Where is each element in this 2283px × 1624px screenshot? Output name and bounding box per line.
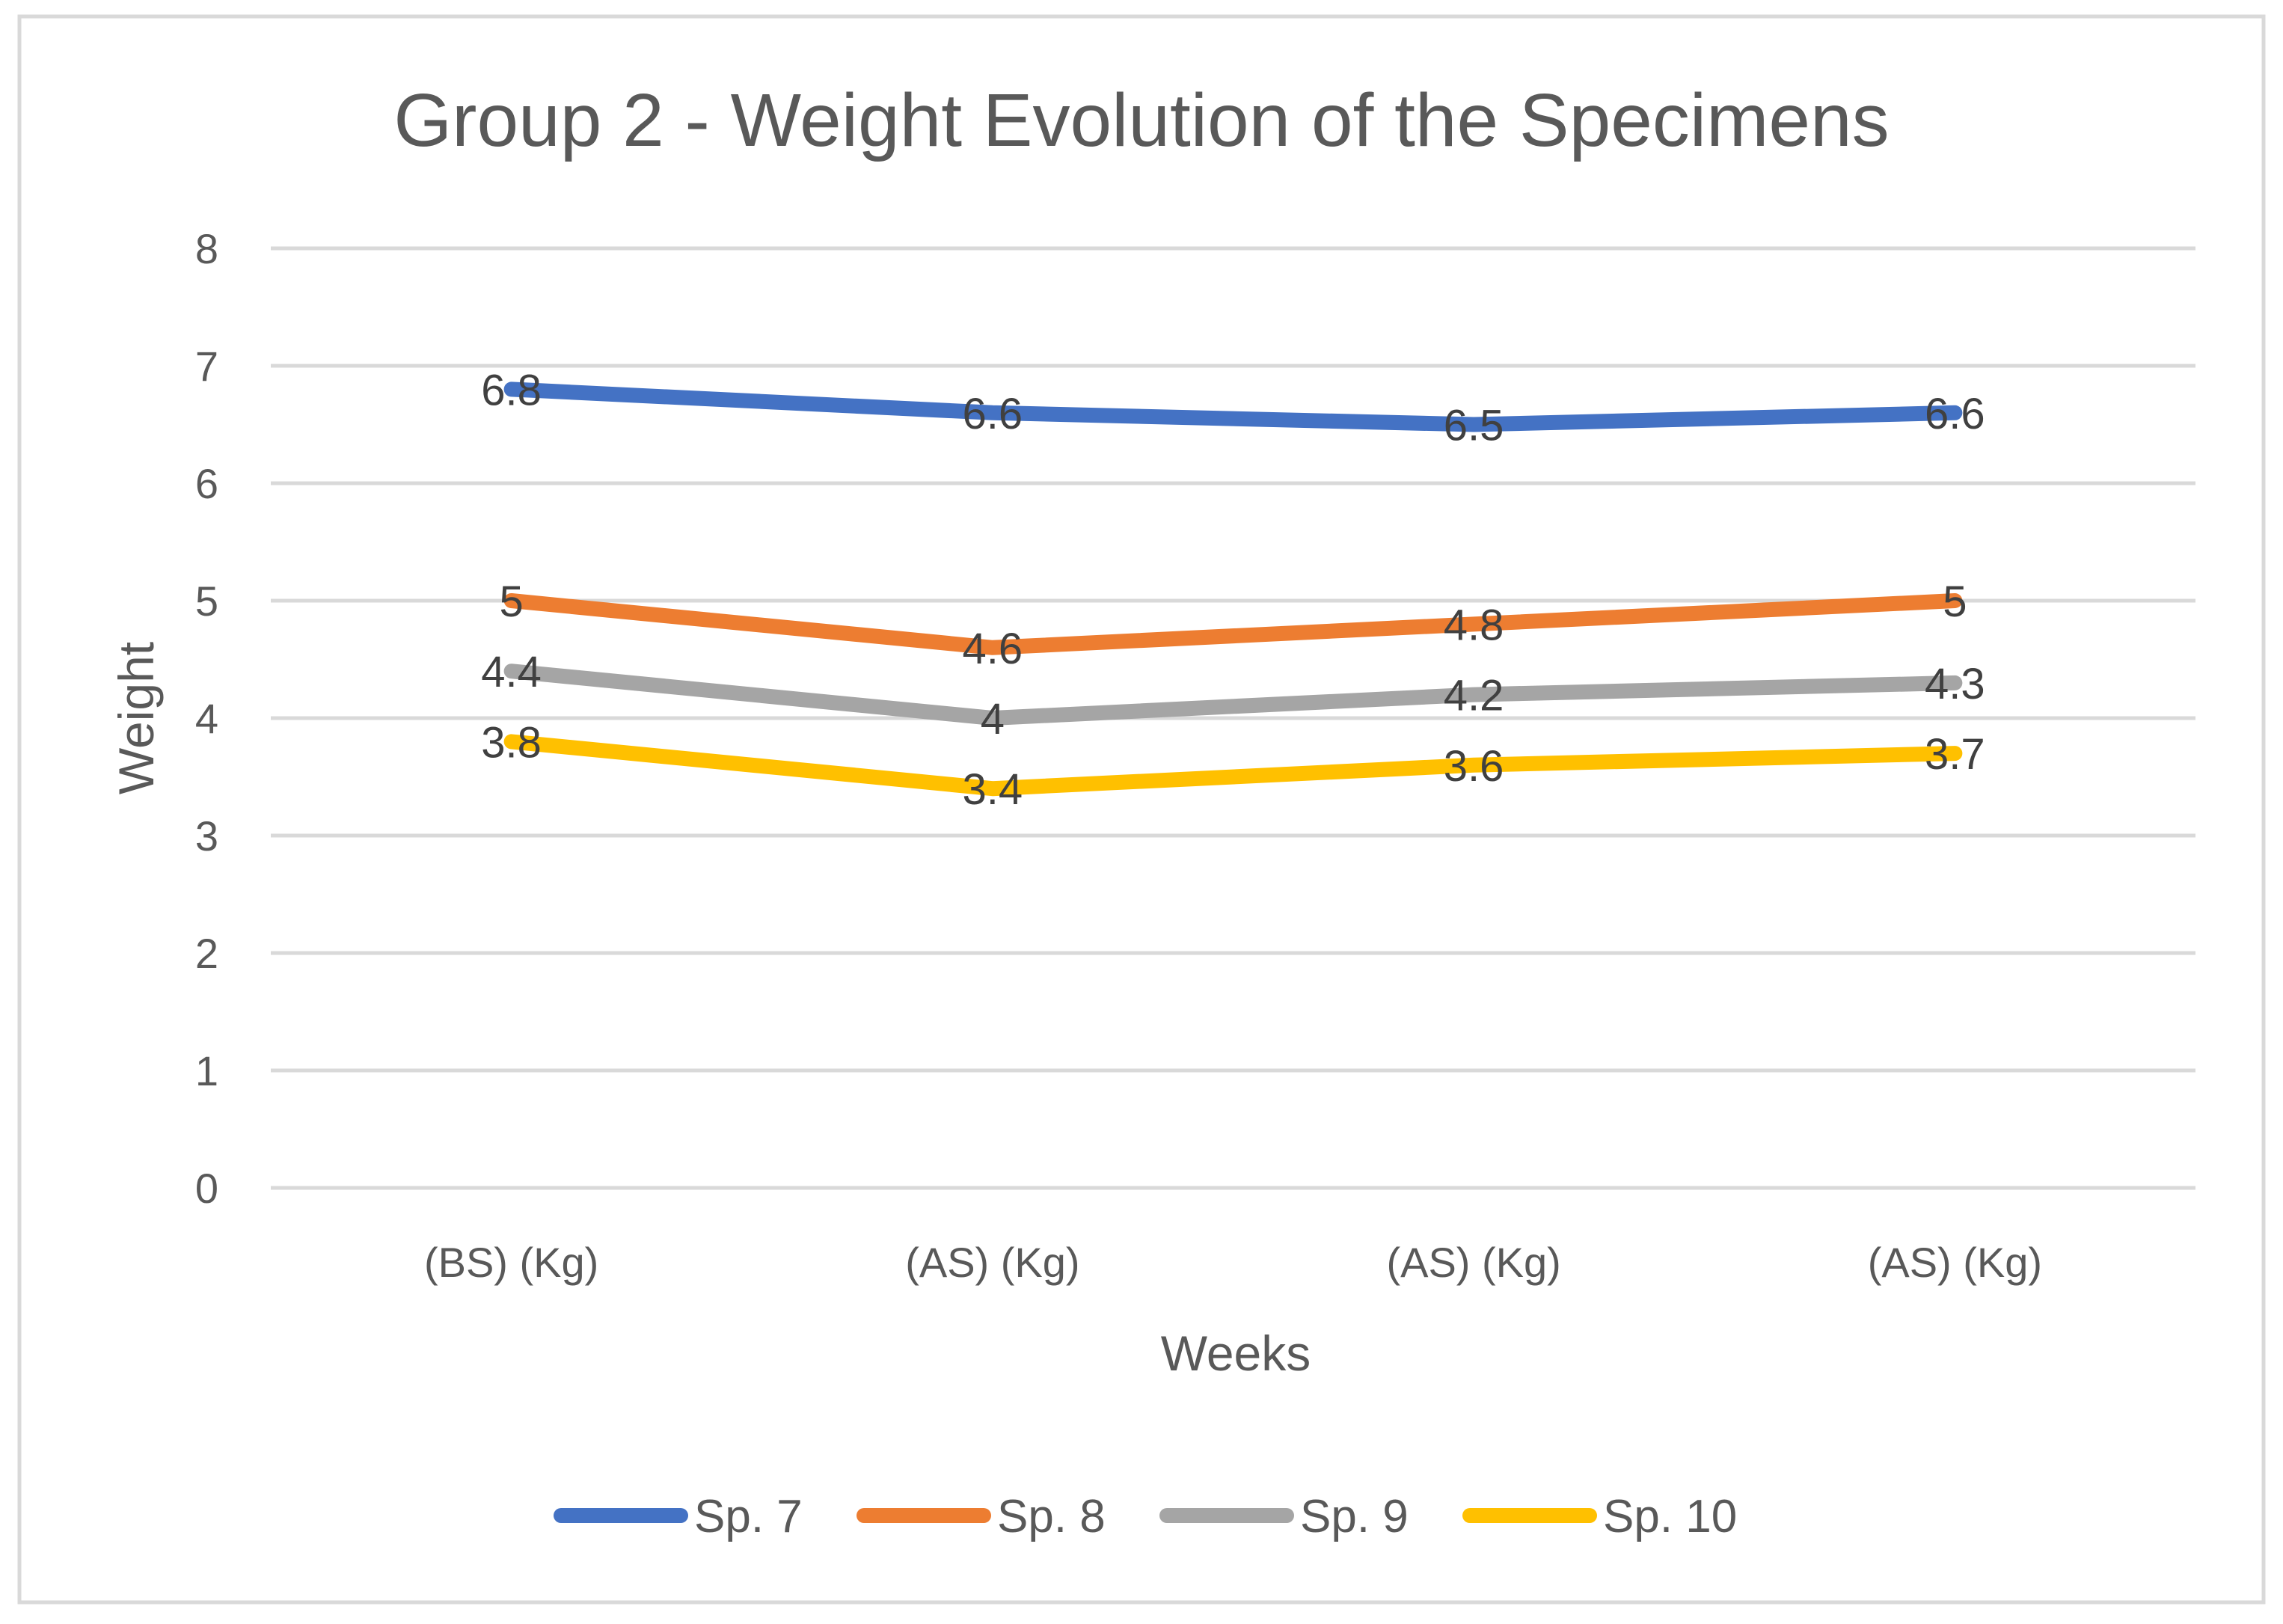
series-line-2 — [503, 593, 1963, 655]
data-label: 5 — [1943, 577, 1967, 626]
data-label: 4.8 — [1444, 601, 1504, 649]
data-label: 4.2 — [1444, 672, 1504, 720]
data-label: 4 — [981, 695, 1005, 744]
chart-border — [17, 14, 2266, 1605]
series-line-1 — [503, 382, 1963, 432]
series-line-3 — [503, 664, 1963, 726]
y-tick-label: 1 — [195, 1047, 218, 1094]
x-tick-label: (AS) (Kg) — [905, 1239, 1079, 1286]
x-axis-title: Weeks — [1161, 1326, 1311, 1381]
legend-entry-label: Sp. 7 — [694, 1491, 803, 1542]
data-label: 4.3 — [1925, 660, 1985, 708]
data-label: 6.5 — [1444, 402, 1504, 450]
y-tick-label: 7 — [195, 343, 218, 390]
legend: Sp. 7 Sp. 8 Sp. 9 Sp. 10 — [554, 1491, 1737, 1542]
data-label: 6.6 — [963, 390, 1023, 438]
x-tick-label: (BS) (Kg) — [424, 1239, 598, 1286]
data-label: 3.7 — [1925, 730, 1985, 779]
series-lines — [503, 382, 1963, 797]
data-label: 5 — [499, 577, 523, 626]
legend-entry-label: Sp. 9 — [1300, 1491, 1409, 1542]
legend-entry-label: Sp. 10 — [1603, 1491, 1737, 1542]
series-line-4 — [503, 734, 1963, 797]
data-label: 3.6 — [1444, 742, 1504, 791]
y-tick-label: 6 — [195, 460, 218, 507]
y-tick-label: 2 — [195, 930, 218, 977]
y-tick-label: 8 — [195, 225, 218, 272]
gridlines — [271, 246, 2195, 1190]
data-label: 4.4 — [481, 648, 542, 696]
data-label: 6.6 — [1925, 390, 1985, 438]
y-axis-ticks: 0 1 2 3 4 5 6 7 8 — [195, 225, 218, 1212]
data-label: 6.8 — [481, 366, 542, 414]
x-axis-ticks: (BS) (Kg) (AS) (Kg) (AS) (Kg) (AS) (Kg) — [424, 1239, 2042, 1286]
data-labels: 6.8 6.6 6.5 6.6 5 4.6 4.8 5 4.4 4 4.2 4.3 3.8 3.4 3.6 3… — [481, 366, 1985, 814]
legend-entry-label: Sp. 8 — [997, 1491, 1106, 1542]
chart-title: Group 2 - Weight Evolution of the Specim… — [393, 79, 1889, 162]
x-tick-label: (AS) (Kg) — [1868, 1239, 2042, 1286]
data-label: 4.6 — [963, 625, 1023, 673]
data-label: 3.8 — [481, 718, 542, 767]
data-label: 3.4 — [963, 765, 1023, 814]
y-tick-label: 4 — [195, 695, 218, 742]
y-tick-label: 0 — [195, 1165, 218, 1212]
y-axis-title: Weight — [108, 642, 164, 794]
y-tick-label: 3 — [195, 812, 218, 860]
x-tick-label: (AS) (Kg) — [1386, 1239, 1560, 1286]
y-tick-label: 5 — [195, 577, 218, 625]
